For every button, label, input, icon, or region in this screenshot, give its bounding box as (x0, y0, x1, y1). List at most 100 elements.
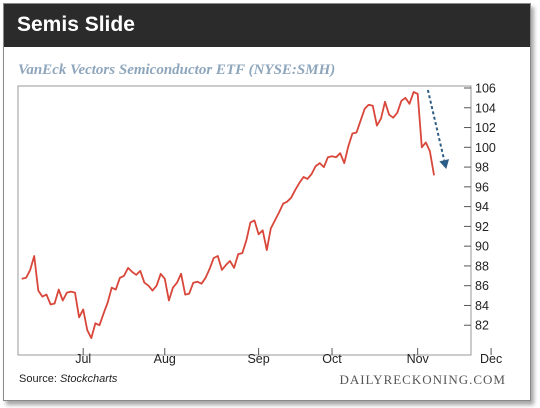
series-line (21, 91, 435, 340)
data-point-78 (339, 152, 341, 154)
chart-svg: 82 84 86 88 90 92 94 96 98 100 102 104 106 Jul Aug Sep… (17, 82, 502, 366)
data-point-87 (376, 125, 378, 127)
data-point-0 (21, 278, 23, 280)
y-tick-label-82: 82 (475, 319, 489, 333)
data-point-51 (229, 260, 231, 262)
data-point-6 (45, 294, 48, 296)
data-point-34 (160, 273, 162, 275)
data-point-70 (306, 178, 309, 180)
y-tick-label-88: 88 (475, 259, 489, 273)
data-point-85 (368, 104, 370, 106)
data-point-45 (205, 277, 207, 279)
data-point-31 (147, 285, 150, 287)
data-point-46 (209, 268, 211, 270)
y-tick-label-106: 106 (475, 82, 496, 96)
y-tick-label-86: 86 (475, 279, 489, 293)
chart-subtitle: VanEck Vectors Semiconductor ETF (NYSE:S… (18, 62, 336, 78)
data-point-39 (180, 273, 182, 275)
data-point-49 (221, 269, 223, 271)
y-tick-label-98: 98 (475, 161, 489, 175)
data-point-67 (294, 189, 296, 191)
data-point-48 (217, 255, 219, 257)
data-point-54 (241, 252, 243, 254)
data-point-64 (282, 203, 284, 205)
data-point-8 (54, 302, 56, 305)
data-point-72 (315, 165, 317, 167)
y-tick-label-94: 94 (475, 200, 489, 214)
data-point-36 (168, 299, 170, 302)
data-point-94 (404, 97, 406, 99)
data-point-5 (41, 296, 44, 298)
x-tick-label-jul: Jul (75, 352, 91, 366)
y-tick-label-90: 90 (475, 240, 489, 254)
data-point-22 (111, 287, 113, 289)
data-point-37 (172, 287, 174, 289)
data-point-83 (360, 120, 362, 122)
x-axis-ticks: Jul Aug Sep Oct Nov Dec (75, 348, 502, 366)
data-point-81 (351, 132, 353, 135)
data-point-58 (258, 233, 260, 235)
data-point-86 (372, 105, 374, 107)
source-prefix: Source: (19, 373, 60, 385)
x-tick-label-nov: Nov (407, 352, 430, 366)
y-tick-label-102: 102 (475, 121, 496, 135)
x-tick-label-sep: Sep (247, 352, 269, 366)
data-point-25 (123, 275, 125, 277)
data-point-23 (115, 289, 117, 291)
data-point-79 (343, 162, 345, 164)
data-point-17 (90, 337, 92, 339)
data-point-62 (274, 219, 276, 222)
data-point-27 (131, 271, 133, 273)
header-title: Semis Slide (17, 13, 135, 36)
data-point-50 (225, 264, 227, 266)
data-point-60 (266, 249, 268, 251)
y-tick-label-100: 100 (475, 141, 496, 155)
data-point-63 (278, 211, 280, 214)
data-point-84 (364, 108, 366, 110)
data-point-96 (413, 91, 415, 93)
data-point-32 (151, 290, 154, 292)
trend-arrow-shaft (426, 89, 446, 161)
data-point-73 (319, 162, 321, 164)
data-point-43 (196, 281, 198, 283)
data-point-55 (245, 239, 247, 241)
data-point-76 (331, 155, 333, 157)
data-point-1 (25, 277, 27, 279)
data-point-98 (421, 146, 423, 148)
data-point-16 (86, 329, 88, 331)
data-point-88 (380, 118, 382, 120)
data-point-20 (103, 312, 105, 314)
data-point-42 (192, 282, 194, 284)
data-point-89 (384, 101, 386, 103)
data-point-47 (213, 257, 215, 259)
data-point-71 (311, 173, 313, 175)
data-point-13 (74, 292, 76, 294)
data-point-101 (433, 174, 435, 176)
data-point-12 (70, 291, 72, 293)
source-name: Stockcharts (59, 373, 118, 385)
data-point-90 (388, 114, 390, 116)
data-point-24 (119, 277, 121, 279)
data-point-99 (425, 141, 427, 143)
data-point-7 (50, 303, 52, 306)
data-point-19 (98, 324, 101, 326)
x-tick-label-aug: Aug (154, 352, 176, 366)
data-point-28 (135, 274, 137, 276)
data-point-18 (94, 322, 96, 324)
data-point-95 (408, 103, 411, 105)
data-point-30 (143, 282, 145, 284)
data-point-44 (200, 283, 203, 285)
data-point-56 (249, 221, 251, 223)
data-point-15 (82, 308, 84, 310)
data-point-68 (298, 182, 300, 184)
data-point-75 (327, 156, 329, 158)
x-tick-label-oct: Oct (322, 352, 342, 366)
data-point-11 (66, 292, 68, 294)
trend-arrow-head (439, 159, 450, 170)
data-point-10 (62, 299, 64, 302)
data-point-41 (188, 293, 190, 295)
brand-logo: DAILYRECKONING.COM (339, 372, 506, 387)
data-point-82 (355, 131, 358, 134)
data-point-100 (429, 150, 431, 152)
y-tick-label-84: 84 (475, 299, 489, 313)
